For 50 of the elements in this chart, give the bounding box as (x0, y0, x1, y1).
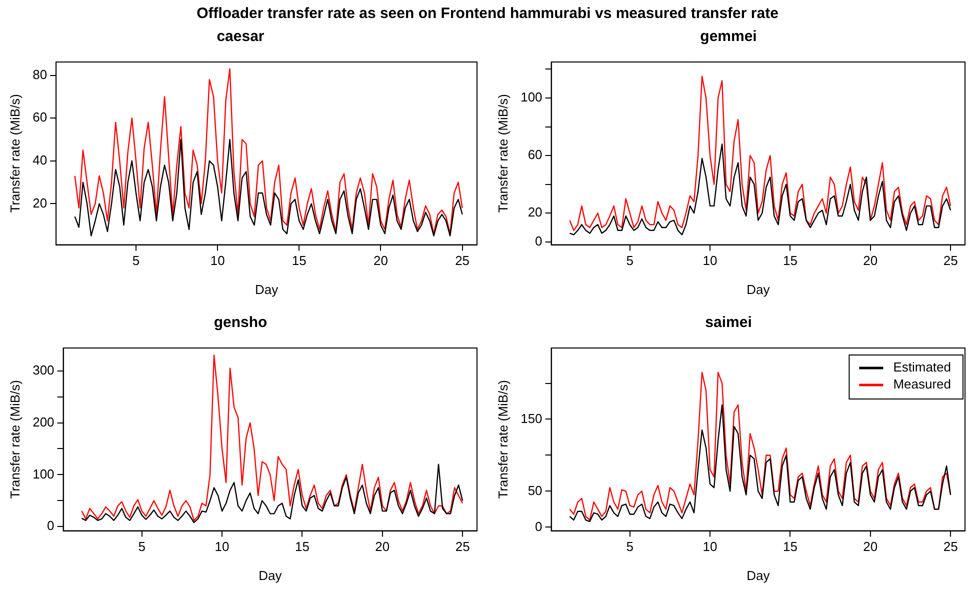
y-axis-title: Transfer rate (MiB/s) (495, 380, 510, 499)
x-axis-title: Day (258, 568, 282, 583)
y-tick-label: 0 (47, 518, 54, 534)
x-tick-label: 5 (626, 253, 634, 268)
x-tick-label: 15 (292, 253, 306, 268)
legend-label: Estimated (893, 360, 952, 375)
y-tick-label: 200 (32, 414, 54, 430)
y-tick-label: 0 (535, 234, 542, 248)
y-tick-label: 100 (32, 466, 54, 482)
chart-title: saimei (705, 314, 752, 332)
x-axis-title: Day (254, 282, 279, 297)
x-tick-label: 20 (863, 539, 878, 554)
x-tick-label: 5 (626, 539, 634, 554)
y-axis-title: Transfer rate (MiB/s) (7, 94, 22, 213)
x-axis-title: Day (746, 282, 770, 297)
chart-title: gensho (214, 314, 268, 332)
y-tick-label: 80 (32, 66, 48, 82)
x-tick-label: 20 (863, 253, 878, 268)
x-tick-label: 15 (294, 539, 310, 554)
x-tick-label: 15 (782, 539, 798, 554)
y-tick-label: 40 (32, 152, 48, 168)
x-tick-label: 10 (702, 253, 718, 268)
y-axis-title: Transfer rate (MiB/s) (7, 380, 22, 499)
y-tick-label: 60 (32, 110, 48, 125)
x-tick-label: 15 (782, 253, 798, 268)
y-tick-label: 100 (520, 90, 542, 105)
x-tick-label: 25 (455, 253, 470, 268)
y-tick-label: 0 (535, 518, 542, 534)
x-tick-label: 25 (943, 253, 958, 268)
chart-title: gemmei (700, 28, 757, 46)
x-tick-label: 10 (702, 539, 718, 554)
x-tick-label: 5 (138, 539, 146, 554)
chart-title: caesar (216, 28, 264, 46)
x-tick-label: 10 (210, 253, 225, 268)
x-tick-label: 20 (374, 253, 388, 268)
x-tick-label: 25 (943, 539, 958, 554)
x-tick-label: 20 (375, 539, 390, 554)
x-tick-label: 5 (132, 253, 140, 268)
y-tick-label: 50 (528, 482, 542, 498)
y-tick-label: 300 (32, 362, 54, 378)
x-axis-title: Day (746, 568, 770, 583)
x-tick-label: 25 (455, 539, 470, 554)
legend-label: Measured (893, 376, 952, 392)
y-tick-label: 150 (520, 410, 542, 426)
y-axis-title: Transfer rate (MiB/s) (495, 94, 510, 213)
y-tick-label: 60 (528, 147, 542, 162)
text: Offloader transfer rate as seen on Frontend hammurabi vs measured transfer rate (196, 5, 780, 22)
y-tick-label: 20 (528, 204, 542, 220)
x-tick-label: 10 (214, 539, 230, 554)
y-tick-label: 20 (32, 195, 48, 210)
